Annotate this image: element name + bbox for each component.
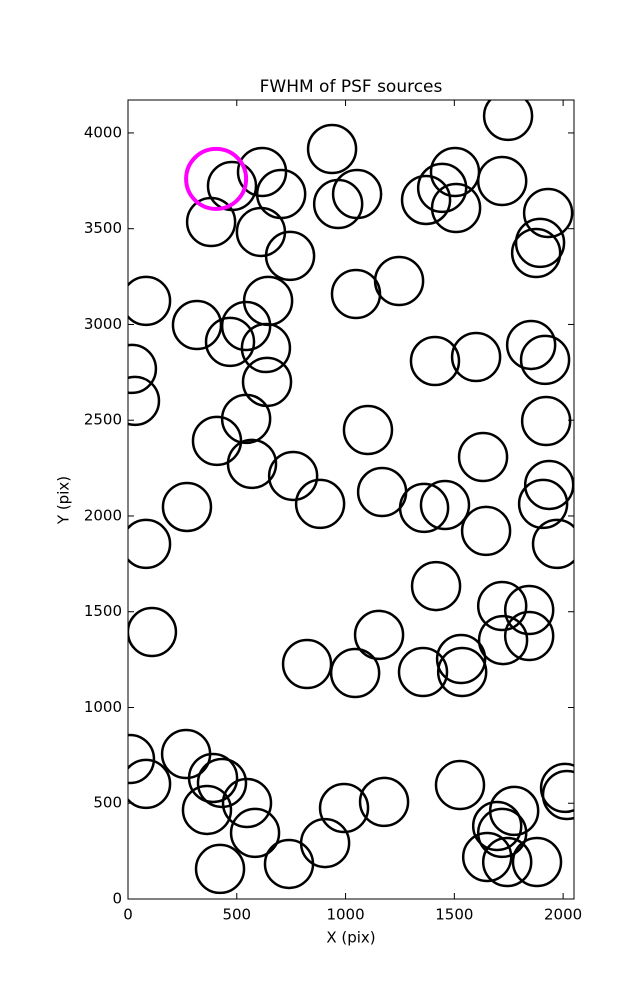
psf-source <box>299 817 351 869</box>
x-tick-label: 1500 <box>435 906 473 924</box>
psf-source <box>294 478 346 530</box>
psf-source <box>503 610 555 662</box>
psf-source <box>255 168 307 220</box>
psf-source <box>434 759 486 811</box>
psf-source <box>503 584 555 636</box>
psf-source <box>436 646 488 698</box>
psf-source <box>128 606 178 658</box>
psf-source <box>229 807 281 859</box>
psf-source <box>531 518 574 570</box>
x-tick-label: 0 <box>123 906 133 924</box>
psf-source <box>196 757 248 809</box>
psf-source <box>358 776 410 828</box>
psf-source <box>128 343 158 395</box>
psf-source <box>517 478 569 530</box>
psf-source <box>281 638 333 690</box>
psf-source <box>241 356 293 408</box>
psf-source <box>204 316 256 368</box>
psf-source <box>160 728 212 780</box>
psf-source <box>373 255 425 307</box>
psf-source <box>523 459 574 511</box>
psf-source <box>435 633 487 685</box>
psf-source <box>181 784 233 836</box>
psf-source <box>522 187 574 239</box>
psf-source <box>161 481 213 533</box>
y-tick-label: 3000 <box>84 315 122 333</box>
psf-source <box>541 769 574 821</box>
psf-source <box>128 733 156 785</box>
x-tick-label: 2000 <box>544 906 582 924</box>
psf-source <box>128 518 172 570</box>
psf-source <box>342 404 394 456</box>
psf-source <box>264 230 316 282</box>
chart-title: FWHM of PSF sources <box>260 77 443 97</box>
y-tick-label: 1000 <box>84 698 122 716</box>
psf-source <box>511 836 563 888</box>
psf-source <box>520 395 572 447</box>
y-axis-label: Y (pix) <box>55 476 73 525</box>
psf-source <box>461 831 513 883</box>
psf-source <box>226 438 278 490</box>
psf-source <box>450 331 502 383</box>
psf-source <box>477 614 529 666</box>
psf-source <box>419 479 471 531</box>
psf-source <box>312 178 364 230</box>
psf-source <box>510 227 562 279</box>
psf-source <box>482 100 534 142</box>
y-tick-label: 1500 <box>84 602 122 620</box>
psf-source <box>353 609 405 661</box>
psf-source <box>514 217 566 269</box>
psf-source <box>240 322 292 374</box>
axes-frame <box>127 99 575 900</box>
psf-source <box>400 174 452 226</box>
psf-source <box>263 838 315 890</box>
psf-source <box>128 375 161 427</box>
psf-source <box>235 206 287 258</box>
psf-source <box>476 155 528 207</box>
x-tick-label: 1000 <box>326 906 364 924</box>
plot-area <box>128 100 574 895</box>
psf-source <box>505 319 557 371</box>
psf-source <box>194 843 246 895</box>
y-tick-label: 0 <box>112 890 122 908</box>
x-tick-label: 500 <box>222 906 251 924</box>
psf-source <box>330 268 382 320</box>
psf-source <box>410 560 462 612</box>
psf-source <box>416 162 468 214</box>
psf-source <box>430 182 482 234</box>
y-tick-label: 500 <box>93 794 122 812</box>
psf-source <box>220 393 272 445</box>
psf-source <box>457 431 509 483</box>
psf-source <box>306 123 358 175</box>
psf-source <box>476 807 528 859</box>
psf-source <box>185 196 237 248</box>
y-tick-label: 2000 <box>84 506 122 524</box>
psf-source <box>191 415 243 467</box>
psf-source <box>236 146 288 198</box>
psf-source <box>481 836 533 888</box>
psf-source <box>128 275 172 327</box>
y-tick-label: 3500 <box>84 219 122 237</box>
y-tick-label: 4000 <box>84 123 122 141</box>
psf-source <box>220 300 272 352</box>
psf-source <box>318 782 370 834</box>
psf-source <box>476 580 528 632</box>
psf-source <box>356 466 408 518</box>
psf-source <box>539 762 574 814</box>
y-tick-label: 2500 <box>84 411 122 429</box>
psf-source <box>187 752 239 804</box>
psf-source <box>128 758 172 810</box>
psf-source <box>221 777 273 829</box>
psf-source <box>471 800 523 852</box>
psf-source <box>397 646 449 698</box>
x-axis-label: X (pix) <box>326 929 375 947</box>
psf-source <box>409 335 461 387</box>
highlighted-source <box>184 146 249 211</box>
psf-source <box>267 450 319 502</box>
psf-source <box>519 334 571 386</box>
psf-source <box>329 647 381 699</box>
psf-source <box>331 168 383 220</box>
psf-source <box>460 505 512 557</box>
